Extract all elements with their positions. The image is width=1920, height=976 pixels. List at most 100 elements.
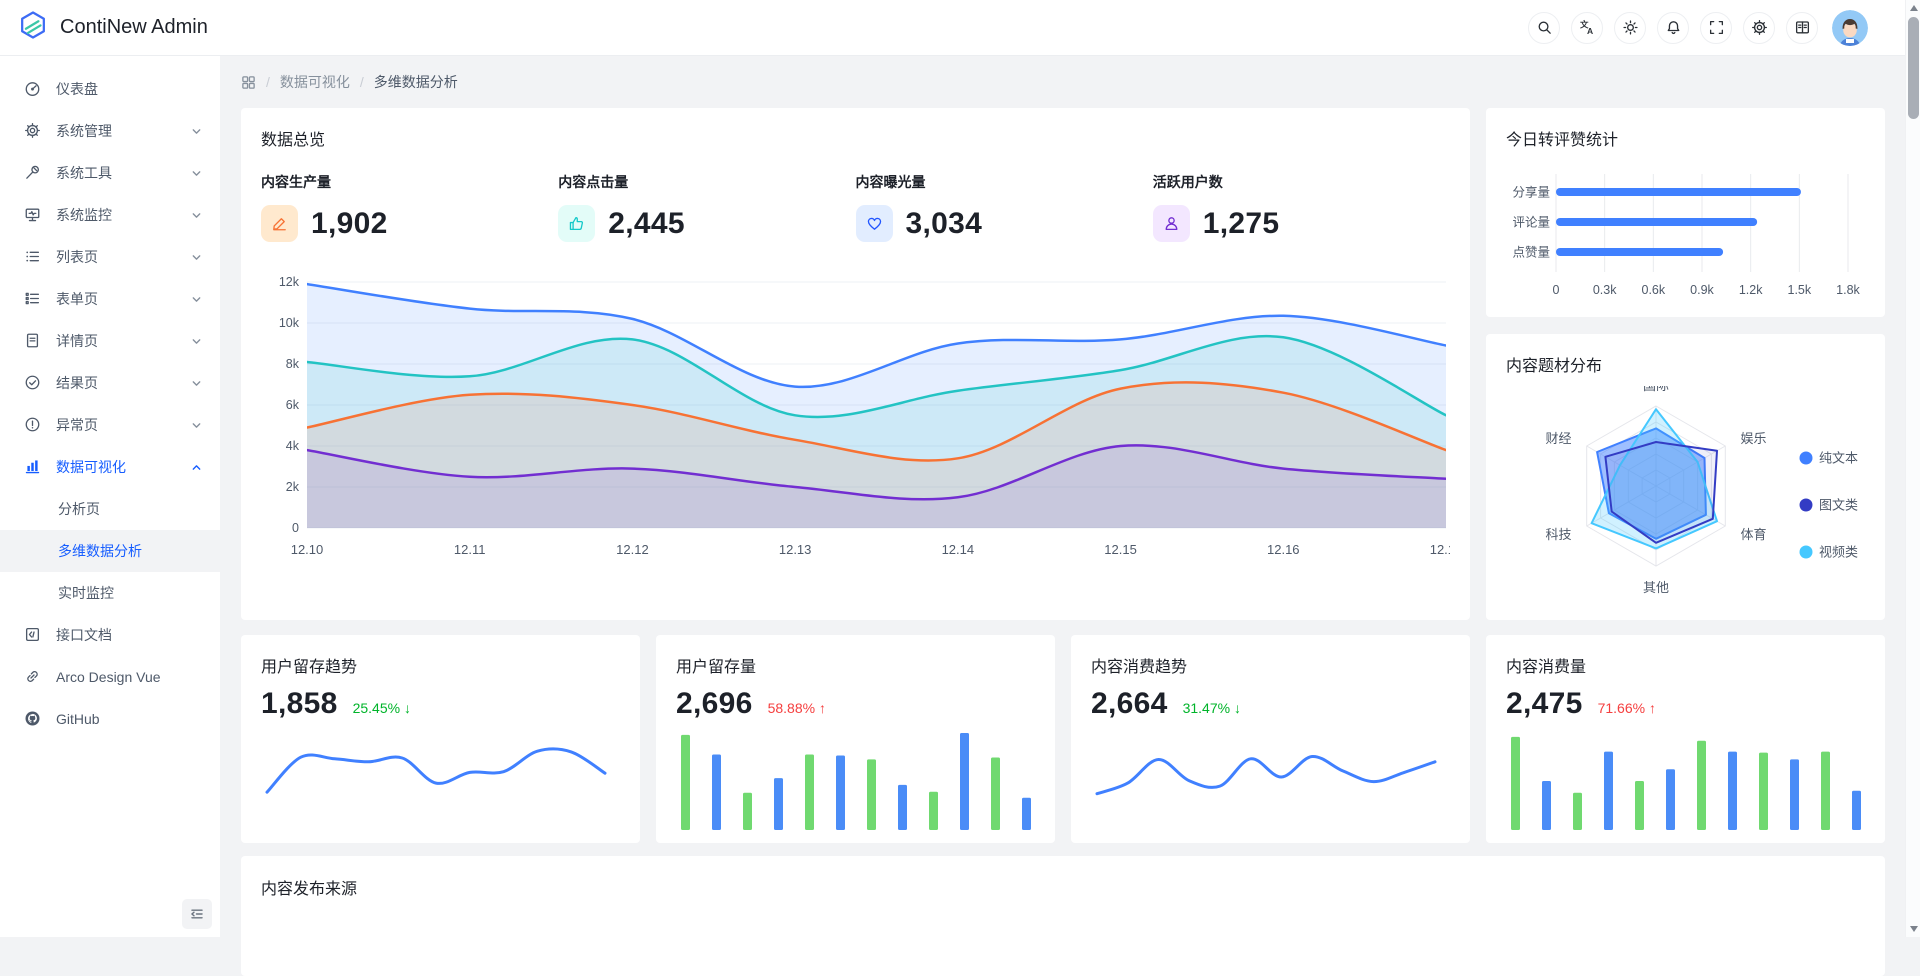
kpi-delta: 31.47% ↓: [1183, 700, 1241, 716]
chevron-down-icon: [191, 252, 202, 263]
sidebar-item[interactable]: 系统管理: [0, 110, 220, 152]
sidebar-item-label: 数据可视化: [56, 457, 191, 477]
stat-label: 内容生产量: [261, 172, 558, 192]
svg-text:6k: 6k: [286, 398, 300, 412]
sidebar-item-label: 表单页: [56, 289, 191, 309]
sidebar-item[interactable]: 结果页: [0, 362, 220, 404]
stat-value: 3,034: [906, 207, 983, 241]
svg-text:0: 0: [292, 521, 299, 535]
svg-text:1.2k: 1.2k: [1739, 283, 1763, 297]
sidebar-nav: 仪表盘系统管理系统工具系统监控列表页表单页详情页结果页异常页数据可视化分析页多维…: [0, 68, 220, 740]
topic-distribution-card: 内容题材分布 国际娱乐体育其他科技财经纯文本图文类视频类: [1486, 334, 1885, 620]
kpi-value-row: 2,696 58.88% ↑: [676, 687, 1035, 721]
breadcrumb: / 数据可视化 / 多维数据分析: [241, 64, 1906, 100]
search-button[interactable]: [1528, 12, 1560, 44]
breadcrumb-separator: /: [266, 74, 270, 90]
dashboard-icon: [24, 80, 42, 98]
sidebar-item[interactable]: 列表页: [0, 236, 220, 278]
stat-value-row: 3,034: [856, 205, 1153, 242]
svg-text:财经: 财经: [1546, 431, 1572, 446]
svg-text:科技: 科技: [1546, 527, 1572, 542]
sidebar-subitem-label: 实时监控: [58, 583, 114, 603]
chevron-down-icon: [191, 294, 202, 305]
sidebar-subitem[interactable]: 多维数据分析: [0, 530, 220, 572]
scrollbar-down-arrow-icon[interactable]: [1910, 926, 1918, 932]
svg-text:其他: 其他: [1643, 580, 1669, 595]
pencil-icon: [261, 205, 298, 242]
sidebar-item[interactable]: 仪表盘: [0, 68, 220, 110]
sidebar-item[interactable]: 表单页: [0, 278, 220, 320]
svg-text:12k: 12k: [279, 275, 300, 289]
settings-button[interactable]: [1743, 12, 1775, 44]
docs-button[interactable]: [1786, 12, 1818, 44]
svg-text:体育: 体育: [1740, 527, 1766, 542]
sidebar-item[interactable]: 接口文档: [0, 614, 220, 656]
kpi-card-title: 内容消费量: [1506, 653, 1865, 677]
kpi-value: 1,858: [261, 687, 338, 721]
svg-text:图文类: 图文类: [1819, 498, 1858, 513]
fullscreen-button[interactable]: [1700, 12, 1732, 44]
bottom-row: 内容发布来源: [241, 856, 1906, 976]
sidebar-subitem[interactable]: 分析页: [0, 488, 220, 530]
user-avatar[interactable]: [1832, 10, 1868, 46]
scrollbar-up-arrow-icon[interactable]: [1910, 5, 1918, 11]
chevron-down-icon: [191, 126, 202, 137]
check-circle-icon: [24, 374, 42, 392]
svg-text:视频类: 视频类: [1819, 545, 1858, 560]
kpi-value: 2,696: [676, 687, 753, 721]
stat-value: 2,445: [608, 207, 685, 241]
notifications-button[interactable]: [1657, 12, 1689, 44]
sidebar-item[interactable]: 系统工具: [0, 152, 220, 194]
apps-grid-icon[interactable]: [241, 75, 256, 90]
svg-text:12.13: 12.13: [779, 542, 812, 557]
breadcrumb-item-visualization[interactable]: 数据可视化: [280, 72, 350, 92]
svg-text:12.12: 12.12: [616, 542, 649, 557]
scrollbar-thumb[interactable]: [1908, 17, 1919, 119]
theme-light-button[interactable]: [1614, 12, 1646, 44]
sidebar-item[interactable]: 数据可视化: [0, 446, 220, 488]
overview-title: 数据总览: [261, 126, 1450, 150]
sidebar-item[interactable]: 详情页: [0, 320, 220, 362]
app-logo-icon: [18, 10, 48, 45]
svg-text:12.15: 12.15: [1104, 542, 1137, 557]
page-scrollbar[interactable]: [1905, 0, 1920, 937]
sidebar-item-label: 仪表盘: [56, 79, 202, 99]
svg-text:4k: 4k: [286, 439, 300, 453]
sidebar-subitem[interactable]: 实时监控: [0, 572, 220, 614]
svg-text:0.6k: 0.6k: [1642, 283, 1666, 297]
sidebar-item-label: 详情页: [56, 331, 191, 351]
sidebar-item[interactable]: 异常页: [0, 404, 220, 446]
breadcrumb-item-current: 多维数据分析: [374, 72, 458, 92]
warning-circle-icon: [24, 416, 42, 434]
content-source-title: 内容发布来源: [261, 875, 1865, 899]
sidebar-item[interactable]: GitHub: [0, 698, 220, 740]
svg-text:1.8k: 1.8k: [1836, 283, 1860, 297]
svg-text:点赞量: 点赞量: [1512, 246, 1550, 260]
sidebar-item[interactable]: 系统监控: [0, 194, 220, 236]
kpi-delta: 25.45% ↓: [353, 700, 411, 716]
sidebar-item-label: 异常页: [56, 415, 191, 435]
chevron-up-icon: [191, 462, 202, 473]
sidebar-collapse-button[interactable]: [182, 899, 212, 929]
svg-text:12.11: 12.11: [454, 542, 486, 557]
app-logo-wrap[interactable]: ContiNew Admin: [18, 10, 208, 45]
svg-text:国际: 国际: [1643, 386, 1669, 393]
kpi-delta: 58.88% ↑: [768, 700, 826, 716]
svg-text:10k: 10k: [279, 316, 300, 330]
chevron-down-icon: [191, 336, 202, 347]
api-doc-icon: [24, 626, 42, 644]
fullscreen-icon: [1708, 19, 1725, 36]
sidebar-item[interactable]: Arco Design Vue: [0, 656, 220, 698]
